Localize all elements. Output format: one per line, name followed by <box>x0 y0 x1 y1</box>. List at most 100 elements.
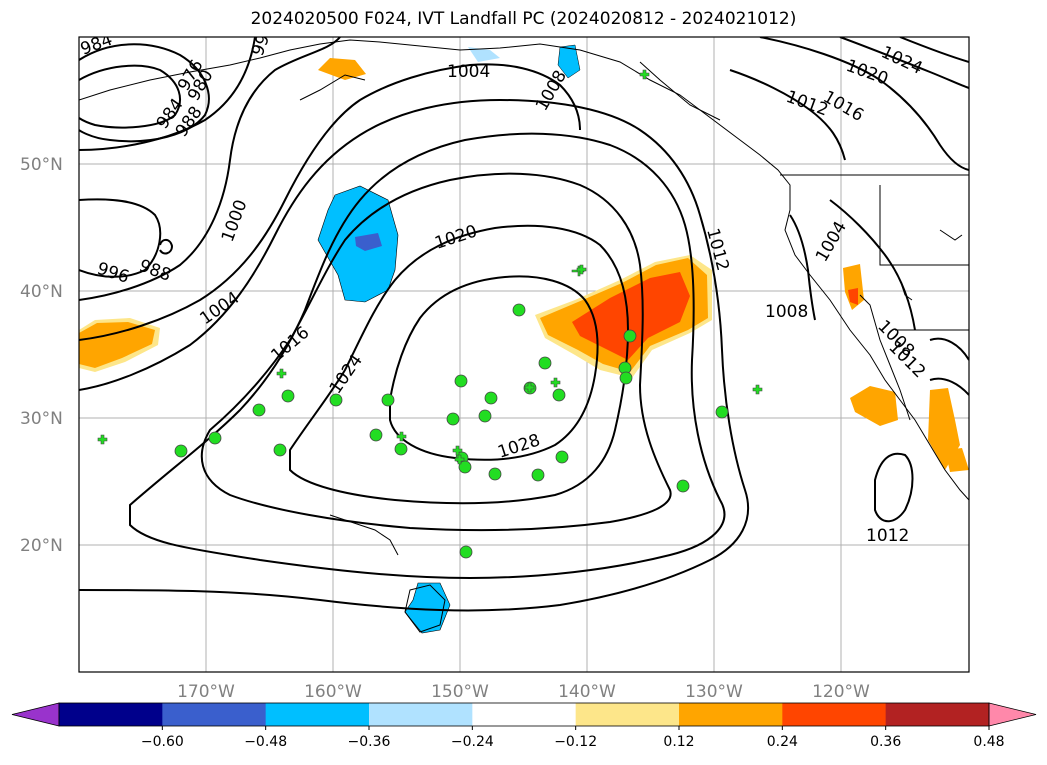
contour-label: 1008 <box>765 302 808 322</box>
marker-circle <box>619 371 633 385</box>
colorbar-segment <box>59 703 163 726</box>
longitude-labels: 170°W 160°W 150°W 140°W 130°W 120°W <box>177 682 870 702</box>
colorbar-tick-label: −0.24 <box>451 734 494 750</box>
contour-1012 <box>79 98 750 612</box>
colorbar-segment <box>885 703 990 726</box>
coastline-mainland <box>79 39 969 501</box>
contour-low-2 <box>79 64 181 129</box>
contour-low-small <box>159 238 174 255</box>
marker-circle <box>538 356 552 370</box>
contour-1012-mexico <box>874 452 914 523</box>
station-markers <box>97 69 763 559</box>
contour-1004-coast <box>829 199 916 331</box>
map-frame-bg <box>79 37 969 672</box>
marker-plus <box>97 434 108 445</box>
ivt-strong-negative-core <box>355 233 382 251</box>
ivt-strong-positive-core <box>572 272 690 360</box>
colorbar-tick-label: 0.12 <box>663 734 694 750</box>
colorbar: −0.60 −0.48 −0.36 −0.24 −0.12 0.12 0.24 0.36 0.4… <box>11 702 1037 750</box>
contour-1024-ne <box>899 37 969 63</box>
marker-circle <box>454 374 468 388</box>
colorbar-extend-low <box>11 702 60 727</box>
contour-996 <box>79 198 162 278</box>
colorbar-tick-label: 0.36 <box>870 734 901 750</box>
marker-plus <box>752 384 763 395</box>
latitude-labels: 20°N 30°N 40°N 50°N <box>20 155 63 556</box>
lon-label-120w: 120°W <box>812 682 870 702</box>
contour-1012-east <box>929 377 969 396</box>
coastline-detail-b <box>939 229 963 241</box>
coastline-alaska-south <box>299 74 366 101</box>
ivt-positive-mexico-south <box>945 448 969 472</box>
lon-label-130w: 130°W <box>685 682 743 702</box>
lon-label-160w: 160°W <box>304 682 362 702</box>
marker-circle <box>394 442 408 456</box>
marker-plus <box>452 445 463 456</box>
ivt-positive-top-patch <box>318 58 366 80</box>
contour-1000 <box>79 37 341 301</box>
contour-low-1 <box>79 43 210 143</box>
colorbar-segment <box>782 703 887 726</box>
coastline-baja <box>859 294 911 421</box>
marker-circle <box>531 468 545 482</box>
marker-plus-group <box>97 69 763 465</box>
marker-plus <box>396 431 407 442</box>
marker-circle <box>459 545 473 559</box>
marker-circle <box>484 391 498 405</box>
marker-circle <box>458 460 472 474</box>
marker-circle <box>623 329 637 343</box>
marker-circle <box>208 431 222 445</box>
marker-circle <box>512 303 526 317</box>
marker-plus <box>276 368 287 379</box>
contour-1004 <box>79 63 581 341</box>
contour-1020 <box>200 172 672 531</box>
lat-label-20n: 20°N <box>20 536 63 556</box>
lat-label-40n: 40°N <box>20 282 63 302</box>
colorbar-segment <box>472 703 577 726</box>
marker-circle <box>478 409 492 423</box>
gridlines <box>79 37 969 672</box>
contour-label: 1012 <box>866 526 909 546</box>
marker-plus <box>639 69 650 80</box>
ivt-positive-west <box>79 322 155 368</box>
marker-circle <box>273 443 287 457</box>
marker-circle <box>446 412 460 426</box>
colorbar-outline <box>58 702 990 727</box>
colorbar-tick-label: −0.60 <box>141 734 184 750</box>
marker-circle <box>174 444 188 458</box>
lon-label-170w: 170°W <box>177 682 235 702</box>
border-us-states <box>879 185 969 266</box>
contour-1024 <box>289 224 630 505</box>
colorbar-tick-label: −0.48 <box>244 734 287 750</box>
map-frame <box>78 36 970 673</box>
marker-plus <box>454 454 465 465</box>
ivt-positive-california <box>843 264 864 310</box>
colorbar-tick-label: 0.48 <box>973 734 1004 750</box>
marker-plus <box>576 264 587 275</box>
ivt-weak-negative-patch <box>468 47 500 62</box>
colorbar-tick-label: −0.12 <box>554 734 597 750</box>
contour-1016 <box>129 132 726 580</box>
coastline-alaska-panhandle <box>639 61 721 121</box>
marker-circle <box>715 405 729 419</box>
marker-circle <box>555 450 569 464</box>
ivt-positive-baja <box>850 386 898 426</box>
marker-circle <box>369 428 383 442</box>
chart-title: 2024020500 F024, IVT Landfall PC (202402… <box>250 9 797 29</box>
contour-1012-ne <box>729 69 846 161</box>
colorbar-tick-label: 0.24 <box>767 734 798 750</box>
coastlines <box>79 39 969 633</box>
marker-circle <box>329 393 343 407</box>
contour-1008-coast <box>789 214 816 321</box>
marker-plus <box>550 377 561 388</box>
ivt-strong-positive-california <box>848 288 858 305</box>
marker-circle <box>252 403 266 417</box>
contour-1016-ne <box>759 37 969 171</box>
marker-circle <box>381 393 395 407</box>
contour-label: 99 <box>248 32 274 59</box>
colorbar-extend-high <box>988 702 1037 727</box>
marker-circle <box>488 467 502 481</box>
pressure-contours <box>79 37 969 612</box>
marker-circle <box>552 388 566 402</box>
